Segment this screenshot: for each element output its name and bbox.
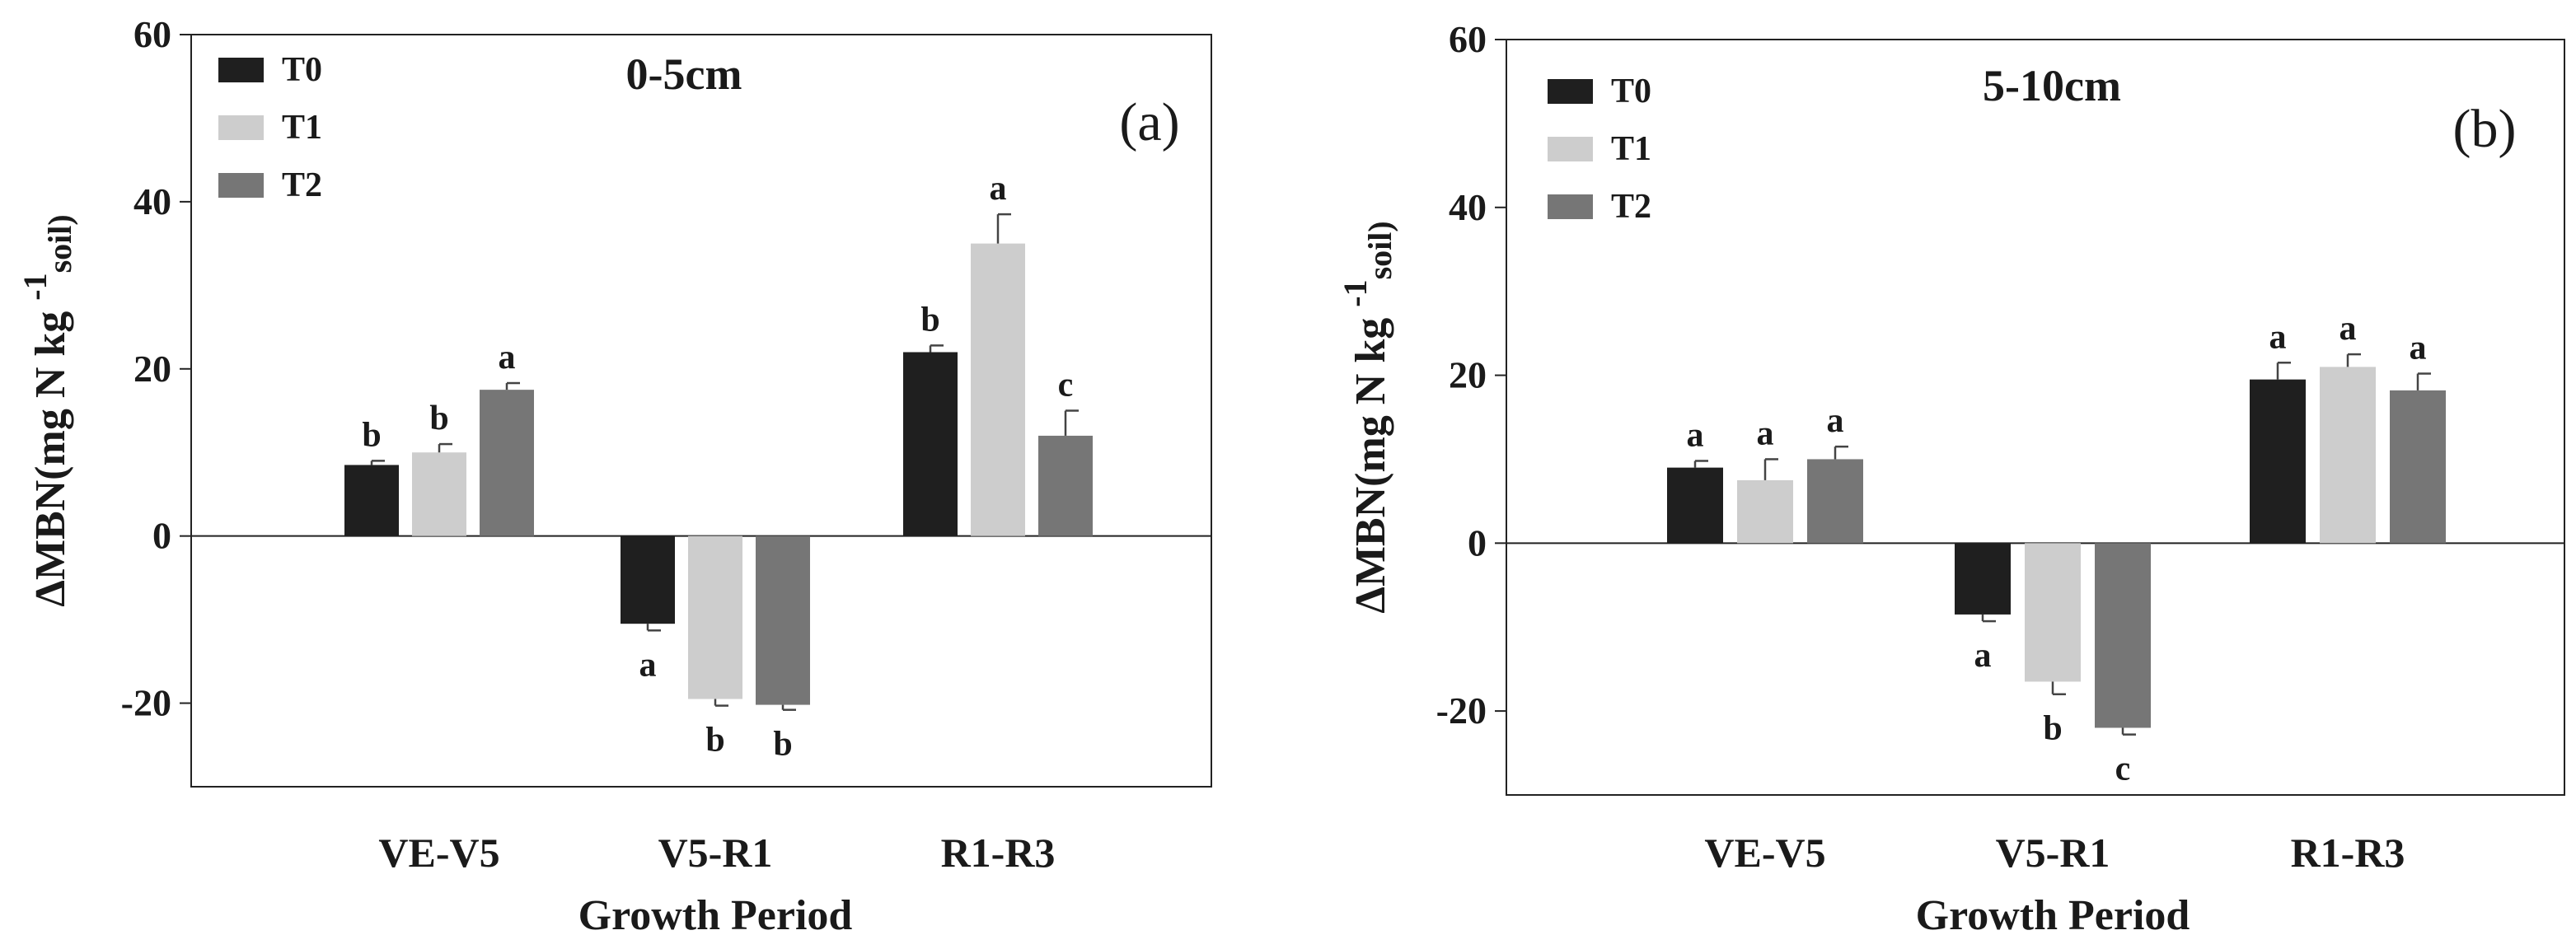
legend-label-t1: T1 [1611,130,1651,168]
y-tick-label: 0 [152,515,171,557]
bar-t1-v5-r1 [688,535,742,699]
significance-letter: a [2410,330,2427,367]
bar-t2-r1-r3 [1038,435,1093,536]
bar-t0-v5-r1 [621,535,675,624]
x-category-label: R1-R3 [2291,830,2405,876]
legend-label-t0: T0 [1611,72,1651,110]
y-tick-label: 20 [133,348,171,390]
significance-letter: a [1687,416,1704,454]
y-tick-label: -20 [121,682,171,724]
significance-letter: c [1058,367,1074,404]
y-tick-label: 60 [133,13,171,55]
significance-letter: b [773,726,792,764]
y-axis-title: ΔMBN(mg N kg -1soil) [16,214,78,606]
bar-t0-r1-r3 [2250,379,2306,544]
significance-letter: a [1974,637,1992,675]
significance-letter: a [639,646,657,684]
bar-t2-r1-r3 [2390,390,2446,544]
bar-t1-r1-r3 [971,243,1025,536]
significance-letter: a [990,170,1007,208]
significance-letter: a [1827,402,1844,440]
significance-letter: c [2115,750,2131,788]
depth-label: 5-10cm [1983,61,2121,110]
y-tick-label: 40 [133,180,171,222]
legend-swatch-t2 [218,173,264,198]
bar-t1-r1-r3 [2320,367,2376,544]
panel-b: -20 0 20 40 60 a a a VE-V5 a b c V5-R1 a a a R1-R3 Growth… [1337,18,2565,939]
panel-a: -20 0 20 40 60 b b a VE-V5 a b b V5-R1 b a c R1-R3 Growth… [16,13,1212,939]
significance-letter: b [705,722,724,760]
significance-letter: a [1757,414,1774,452]
y-axis-title-main: ΔMBN(mg N kg [1347,307,1394,614]
legend-swatch-t1 [218,115,264,140]
significance-letter: a [2339,310,2357,348]
bar-t2-v5-r1 [756,535,810,705]
panel-tag: (a) [1119,92,1179,152]
legend-label-t1: T1 [282,109,322,147]
legend-label-t2: T2 [1611,188,1651,226]
bar-t0-r1-r3 [903,352,958,536]
y-axis-title-superscript: -1 [1337,279,1374,306]
y-axis-title-subscript: soil) [41,214,78,273]
legend-swatch-t1 [1548,137,1593,161]
bar-t2-ve-v5 [480,390,534,536]
y-tick-label: 40 [1449,186,1487,228]
x-axis-title: Growth Period [578,892,853,939]
depth-label: 0-5cm [626,49,742,99]
panel-tag: (b) [2453,99,2517,159]
legend-label-t0: T0 [282,51,322,89]
bar-t0-v5-r1 [1955,543,2011,615]
y-axis-title: ΔMBN(mg N kg -1soil) [1337,221,1398,613]
x-category-label: V5-R1 [658,830,773,876]
y-axis-title-subscript: soil) [1361,221,1398,279]
bar-t1-ve-v5 [1737,479,1793,544]
x-category-label: VE-V5 [1704,830,1825,876]
y-tick-label: 60 [1449,18,1487,60]
plot-frame [1506,39,2565,796]
significance-letter: b [429,400,448,437]
bar-t2-v5-r1 [2095,543,2151,728]
bar-t0-ve-v5 [344,465,399,536]
bar-t1-v5-r1 [2025,543,2081,682]
x-category-label: V5-R1 [1996,830,2110,876]
x-axis-title: Growth Period [1916,892,2190,939]
significance-letter: a [499,339,516,376]
x-category-label: VE-V5 [378,830,499,876]
y-axis-title-main: ΔMBN(mg N kg [27,301,74,607]
x-category-label: R1-R3 [941,830,1056,876]
y-axis-title-superscript: -1 [16,273,54,300]
plot-frame [190,34,1212,788]
legend-swatch-t0 [1548,79,1593,104]
legend-swatch-t2 [1548,194,1593,219]
significance-letter: b [2043,710,2062,748]
significance-letter: a [2269,318,2287,356]
legend-swatch-t0 [218,58,264,82]
bar-t1-ve-v5 [412,452,466,536]
bar-t0-ve-v5 [1667,467,1723,544]
y-tick-label: 20 [1449,354,1487,396]
significance-letter: b [920,301,939,339]
bar-t2-ve-v5 [1807,459,1863,544]
y-tick-label: -20 [1436,690,1487,732]
significance-letter: b [362,416,381,454]
legend-label-t2: T2 [282,166,322,204]
y-tick-label: 0 [1468,521,1487,563]
